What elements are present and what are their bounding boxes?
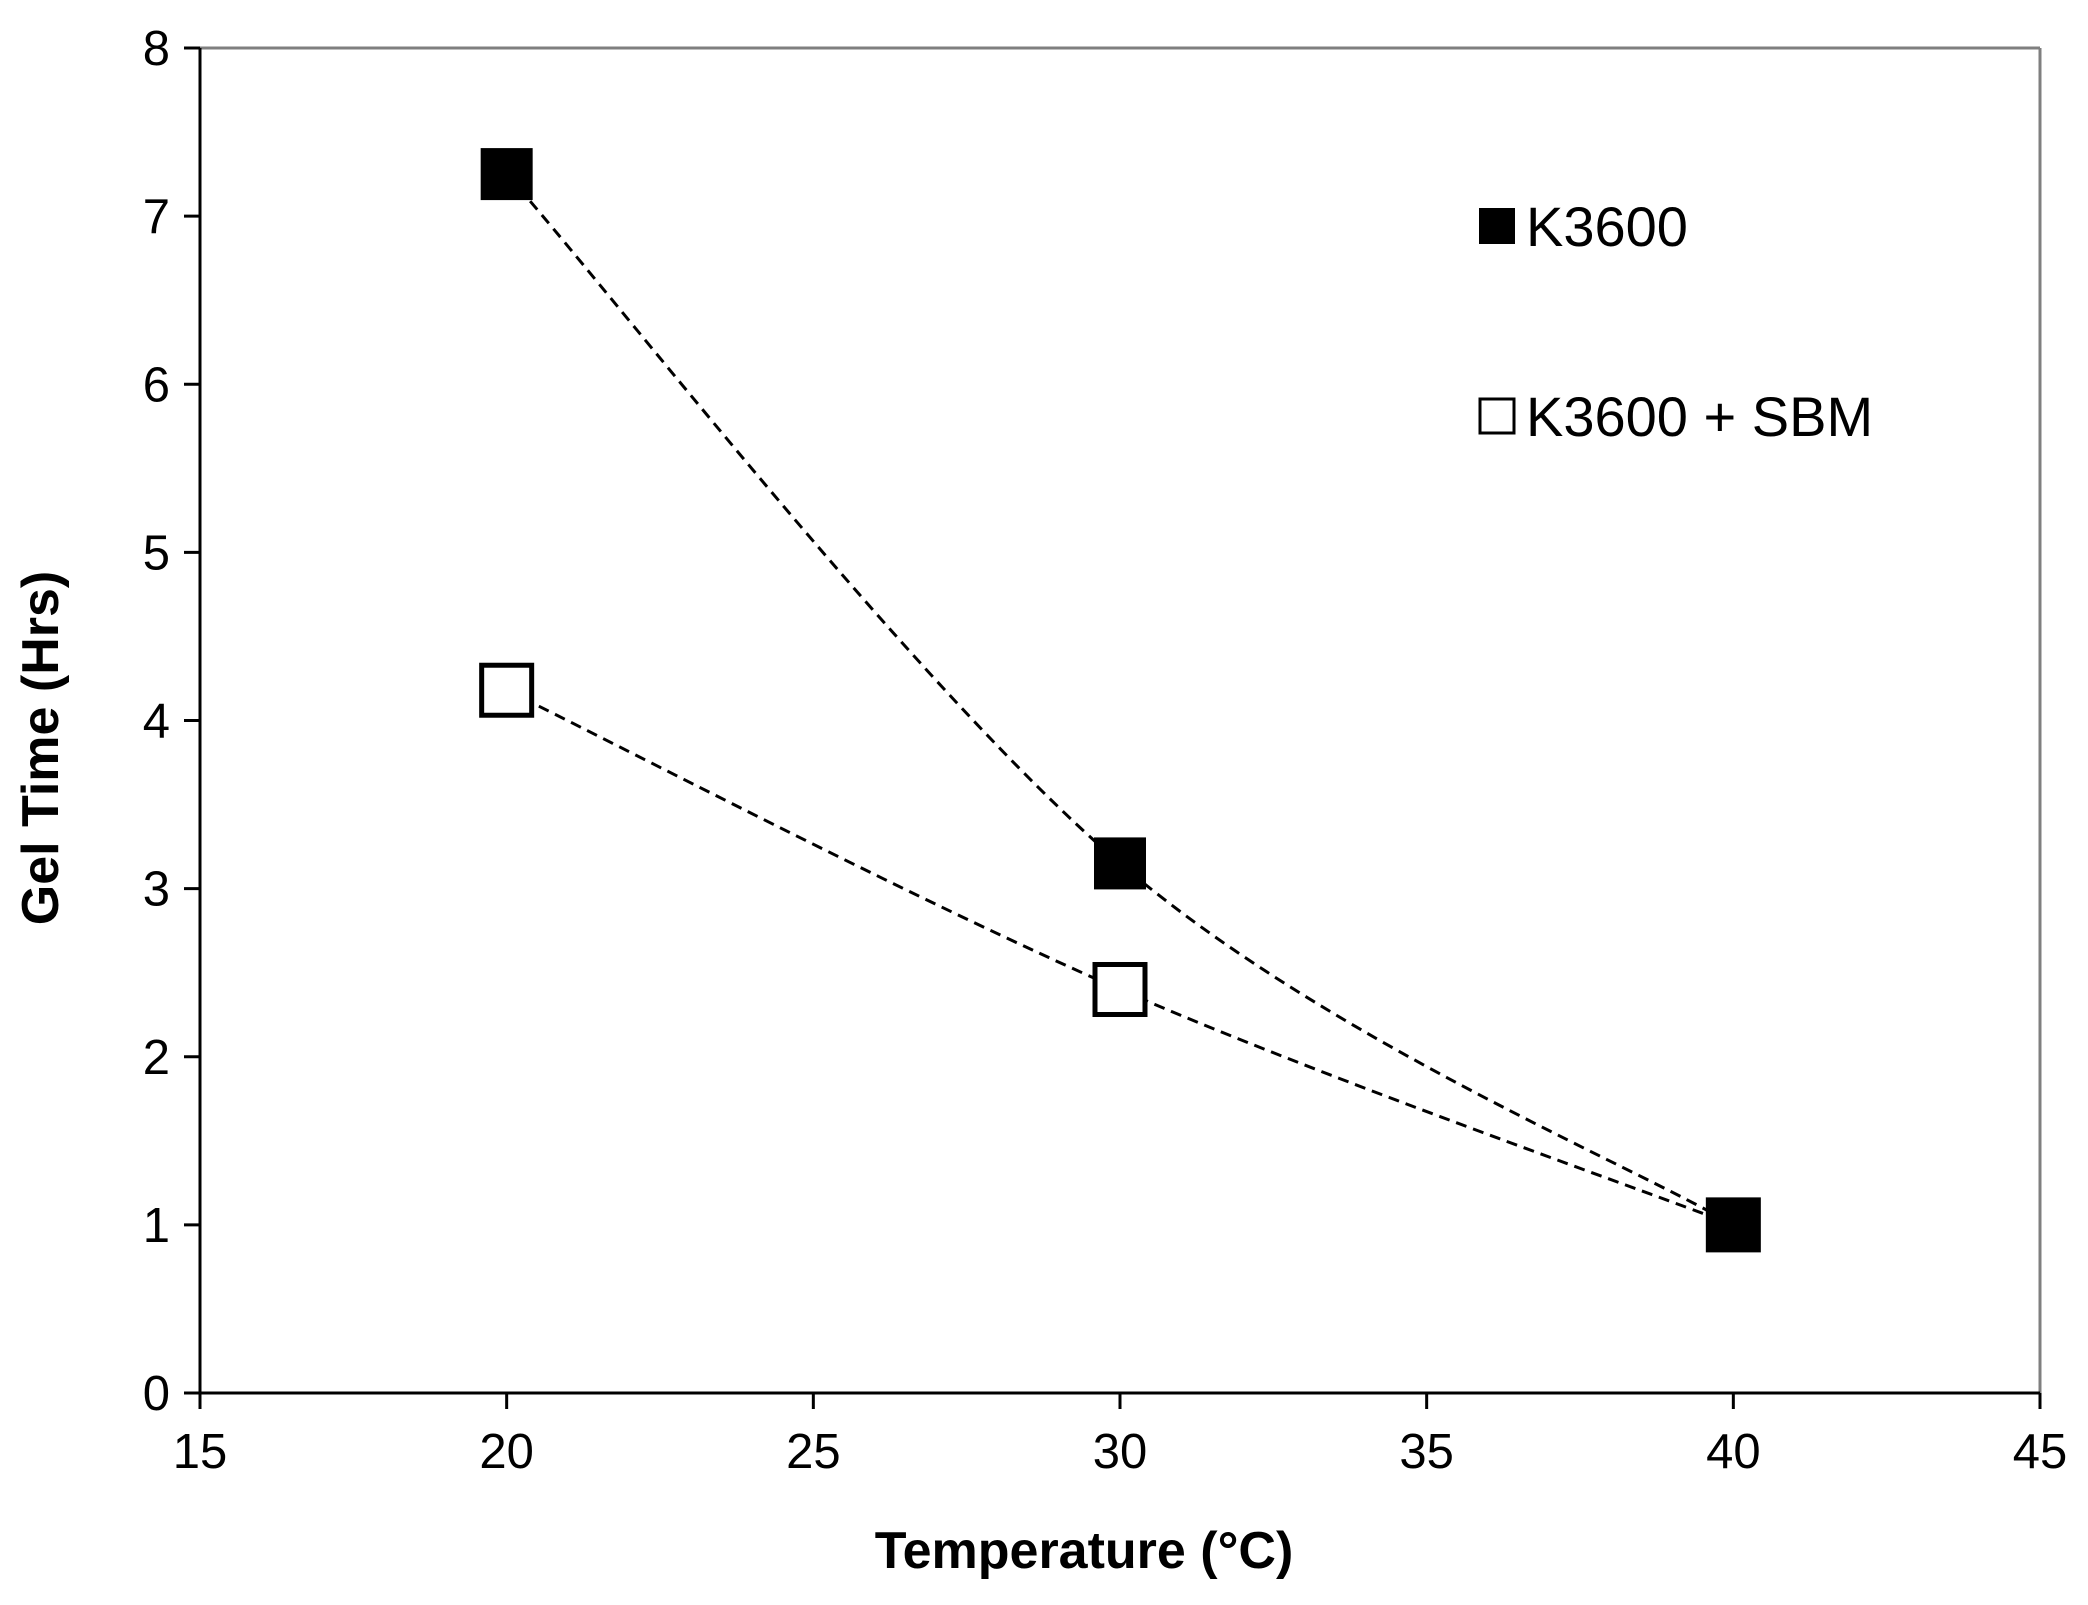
k3600-sbm-point — [479, 662, 535, 718]
y-tick-label: 0 — [143, 1367, 170, 1421]
x-axis-title: Temperature (°C) — [875, 1522, 1294, 1580]
plot-frame — [198, 46, 2042, 1395]
x-tick-label: 15 — [173, 1425, 228, 1479]
series-line-k3600-sbm — [506, 688, 1734, 1227]
y-tick-label: 8 — [143, 22, 170, 76]
k3600-point — [1094, 837, 1146, 890]
y-tick-label: 5 — [143, 526, 170, 580]
k3600-point — [480, 148, 533, 201]
y-tick-label: 2 — [143, 1031, 170, 1085]
y-tick-label: 6 — [143, 358, 170, 412]
x-tick-label: 45 — [2013, 1425, 2068, 1479]
y-axis-title: Gel Time (Hrs) — [12, 571, 70, 925]
legend-marker — [1478, 397, 1516, 435]
x-tick-label: 20 — [479, 1425, 534, 1479]
legend-marker — [1479, 208, 1515, 244]
y-axis: 0 1 2 3 4 5 6 7 8 — [143, 22, 200, 1421]
x-axis: 15 20 25 30 35 40 45 — [173, 1393, 2068, 1479]
legend: K3600 K3600 + SBM — [1478, 195, 1873, 448]
x-tick-label: 30 — [1093, 1425, 1148, 1479]
y-tick-label: 4 — [143, 695, 170, 749]
x-tick-label: 40 — [1706, 1425, 1761, 1479]
series-points — [479, 148, 1761, 1253]
y-tick-label: 7 — [143, 190, 170, 244]
series-lines — [505, 173, 1735, 1227]
x-tick-label: 35 — [1399, 1425, 1454, 1479]
series-line-k3600 — [505, 173, 1735, 1227]
legend-label: K3600 + SBM — [1526, 385, 1873, 448]
x-tick-label: 25 — [786, 1425, 841, 1479]
k3600-sbm-point — [1092, 962, 1148, 1017]
legend-label: K3600 — [1526, 195, 1688, 258]
y-tick-label: 3 — [143, 863, 170, 917]
k3600-point — [1707, 1198, 1760, 1251]
y-tick-label: 1 — [143, 1199, 170, 1253]
